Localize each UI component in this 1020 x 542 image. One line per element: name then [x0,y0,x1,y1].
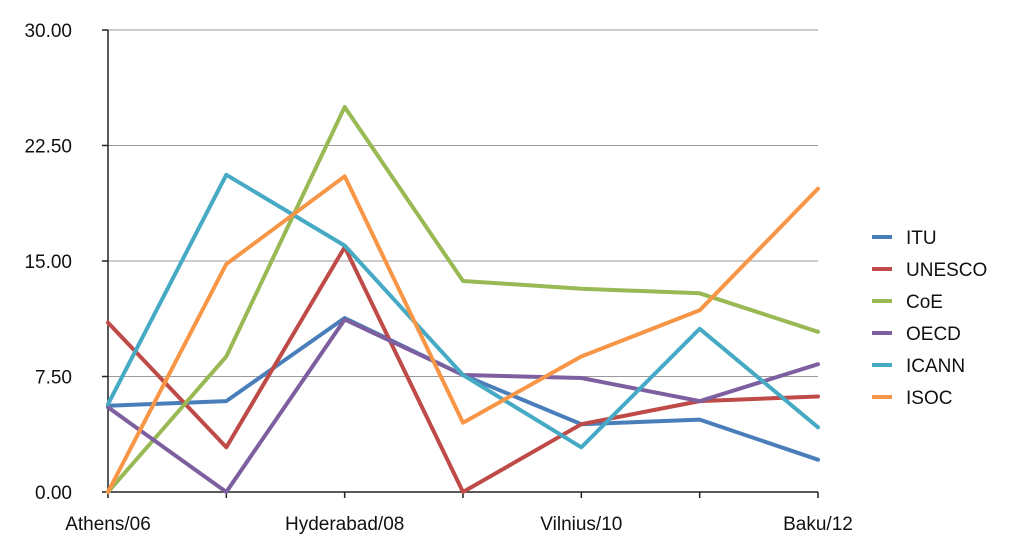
series-line-coe [106,105,820,494]
y-tick-label: 15.00 [24,252,72,273]
y-tick-label: 7.50 [35,368,72,389]
x-tick-label: Hyderabad/08 [285,514,404,535]
y-tick-label: 0.00 [35,483,72,504]
series-line-isoc [106,174,820,494]
legend-label-itu: ITU [906,228,937,249]
gridlines [108,29,818,377]
legend-label-unesco: UNESCO [906,260,987,281]
legend-label-icann: ICANN [906,356,965,377]
series-lines [106,105,820,494]
series-line-oecd [106,317,820,494]
legend-label-isoc: ISOC [906,388,952,409]
legend-label-oecd: OECD [906,324,961,345]
legend: ITU UNESCO CoE OECD ICANN ISOC [872,228,987,409]
series-line-icann [106,172,820,450]
x-tick-label: Athens/06 [65,514,151,535]
x-tick-label: Vilnius/10 [540,514,622,535]
y-tick-label: 30.00 [24,21,72,42]
legend-label-coe: CoE [906,292,943,313]
y-tick-label: 22.50 [24,137,72,158]
x-tick-label: Baku/12 [783,514,853,535]
